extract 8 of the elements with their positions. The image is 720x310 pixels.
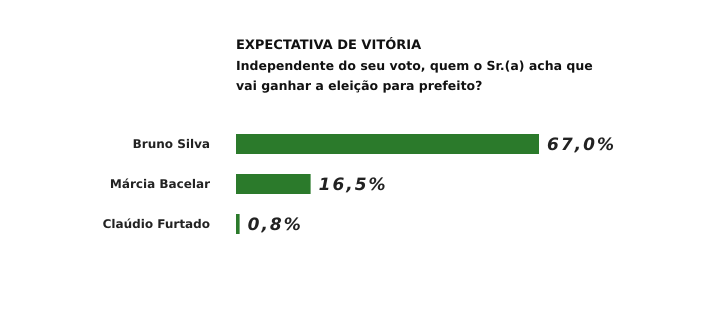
data-label: 67,0% xyxy=(547,134,616,155)
y-tick-label: Márcia Bacelar xyxy=(110,177,210,192)
y-tick-label: Bruno Silva xyxy=(132,137,210,152)
data-label: 16,5% xyxy=(318,174,388,195)
y-tick-label: Claúdio Furtado xyxy=(102,217,210,232)
data-label: 0,8% xyxy=(248,214,303,235)
chart-title: EXPECTATIVA DE VITÓRIA xyxy=(236,36,422,53)
chart-subtitle: Independente do seu voto, quem o Sr.(a) acha que vai ganhar a eleição para prefeito? xyxy=(236,58,593,93)
